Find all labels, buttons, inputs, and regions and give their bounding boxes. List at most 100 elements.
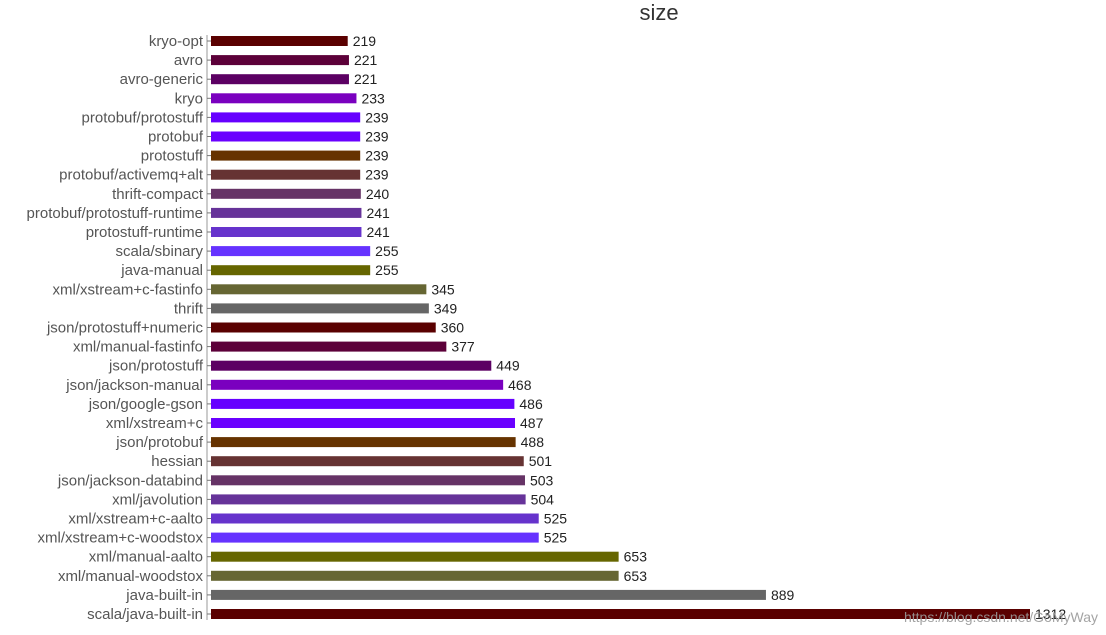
category-label: json/protostuff+numeric	[46, 320, 204, 337]
bar	[211, 265, 371, 276]
value-label: 653	[624, 549, 648, 565]
bar	[211, 246, 371, 257]
category-label: json/protostuff	[108, 358, 204, 375]
y-axis-ticks	[207, 40, 211, 615]
category-label: xml/manual-fastinfo	[73, 339, 203, 356]
bar	[211, 131, 361, 142]
bar	[211, 379, 504, 390]
watermark-text: https://blog.csdn.net/GoMyWay	[904, 609, 1098, 625]
category-label: hessian	[151, 453, 203, 470]
bar	[211, 150, 361, 161]
category-label: avro	[174, 52, 203, 69]
value-label: 233	[361, 90, 385, 106]
category-label: protobuf/activemq+alt	[59, 167, 204, 184]
value-label: 239	[365, 109, 389, 125]
value-label: 449	[496, 358, 520, 374]
bar	[211, 93, 357, 104]
value-label: 255	[375, 243, 399, 259]
bar	[211, 398, 515, 409]
bar	[211, 169, 361, 180]
value-label: 525	[544, 530, 568, 546]
category-label: protobuf/protostuff-runtime	[27, 205, 203, 222]
category-label: thrift-compact	[112, 186, 204, 203]
category-labels: kryo-opt avro avro-generic kryo protobuf/pro…	[27, 33, 204, 623]
category-label: scala/sbinary	[115, 243, 203, 260]
category-label: xml/xstream+c-aalto	[68, 511, 203, 528]
category-label: java-manual	[120, 262, 203, 279]
bar	[211, 360, 492, 371]
value-label: 239	[365, 167, 389, 183]
category-label: json/google-gson	[88, 396, 203, 413]
value-label: 1312	[1035, 606, 1066, 622]
category-label: xml/javolution	[112, 491, 203, 508]
bar	[211, 227, 362, 237]
value-label: 486	[519, 396, 543, 412]
value-label: 653	[624, 568, 648, 584]
value-label: 889	[771, 587, 795, 603]
value-label: 501	[529, 453, 553, 469]
bar	[211, 55, 349, 66]
chart-title: size	[639, 0, 678, 25]
category-label: kryo	[175, 90, 203, 107]
value-label: 221	[354, 71, 378, 87]
value-label: 360	[441, 320, 465, 336]
value-labels: 219 221 221 233 239 239 239 239 240 241 241 255 255 3…	[353, 33, 1067, 622]
bar	[211, 494, 526, 505]
value-label: 487	[520, 415, 544, 431]
category-label: thrift	[174, 300, 204, 317]
bar	[211, 36, 348, 46]
value-label: 221	[354, 52, 378, 68]
category-label: scala/java-built-in	[87, 606, 203, 623]
category-label: protostuff-runtime	[86, 224, 203, 241]
bar	[211, 475, 525, 486]
value-label: 525	[544, 511, 568, 527]
bar	[211, 112, 361, 123]
category-label: java-built-in	[125, 587, 203, 604]
value-label: 504	[531, 491, 555, 507]
bar	[211, 303, 429, 314]
category-label: protobuf	[148, 129, 204, 146]
value-label: 345	[431, 281, 455, 297]
bar	[211, 551, 619, 562]
category-label: xml/manual-aalto	[89, 549, 203, 566]
category-label: protostuff	[141, 148, 204, 165]
bar	[211, 456, 524, 467]
value-label: 468	[508, 377, 532, 393]
category-label: json/jackson-manual	[65, 377, 203, 394]
value-label: 503	[530, 472, 554, 488]
value-label: 239	[365, 148, 389, 164]
bar	[211, 589, 766, 600]
value-label: 255	[375, 262, 399, 278]
bar	[211, 284, 427, 295]
category-label: xml/xstream+c-woodstox	[38, 530, 204, 547]
bar	[211, 207, 362, 218]
bar	[211, 532, 539, 543]
bar	[211, 570, 619, 581]
value-label: 349	[434, 300, 458, 316]
category-label: avro-generic	[120, 71, 204, 88]
value-label: 488	[521, 434, 545, 450]
bar	[211, 188, 361, 199]
category-label: kryo-opt	[149, 33, 204, 50]
category-label: protobuf/protostuff	[82, 109, 204, 126]
category-label: xml/manual-woodstox	[58, 568, 204, 585]
bar	[211, 513, 539, 524]
bar	[211, 341, 447, 352]
category-label: json/protobuf	[115, 434, 204, 451]
bar	[211, 322, 436, 333]
bar	[211, 74, 349, 85]
category-label: json/jackson-databind	[57, 472, 203, 489]
category-label: xml/xstream+c-fastinfo	[53, 281, 203, 298]
value-label: 239	[365, 129, 389, 145]
value-label: 219	[353, 33, 377, 49]
value-label: 377	[451, 339, 475, 355]
category-label: xml/xstream+c	[106, 415, 204, 432]
value-label: 241	[366, 205, 390, 221]
bar	[211, 437, 516, 448]
bars	[211, 36, 1030, 619]
bar	[211, 609, 1030, 619]
bar	[211, 418, 516, 428]
value-label: 241	[366, 224, 390, 240]
